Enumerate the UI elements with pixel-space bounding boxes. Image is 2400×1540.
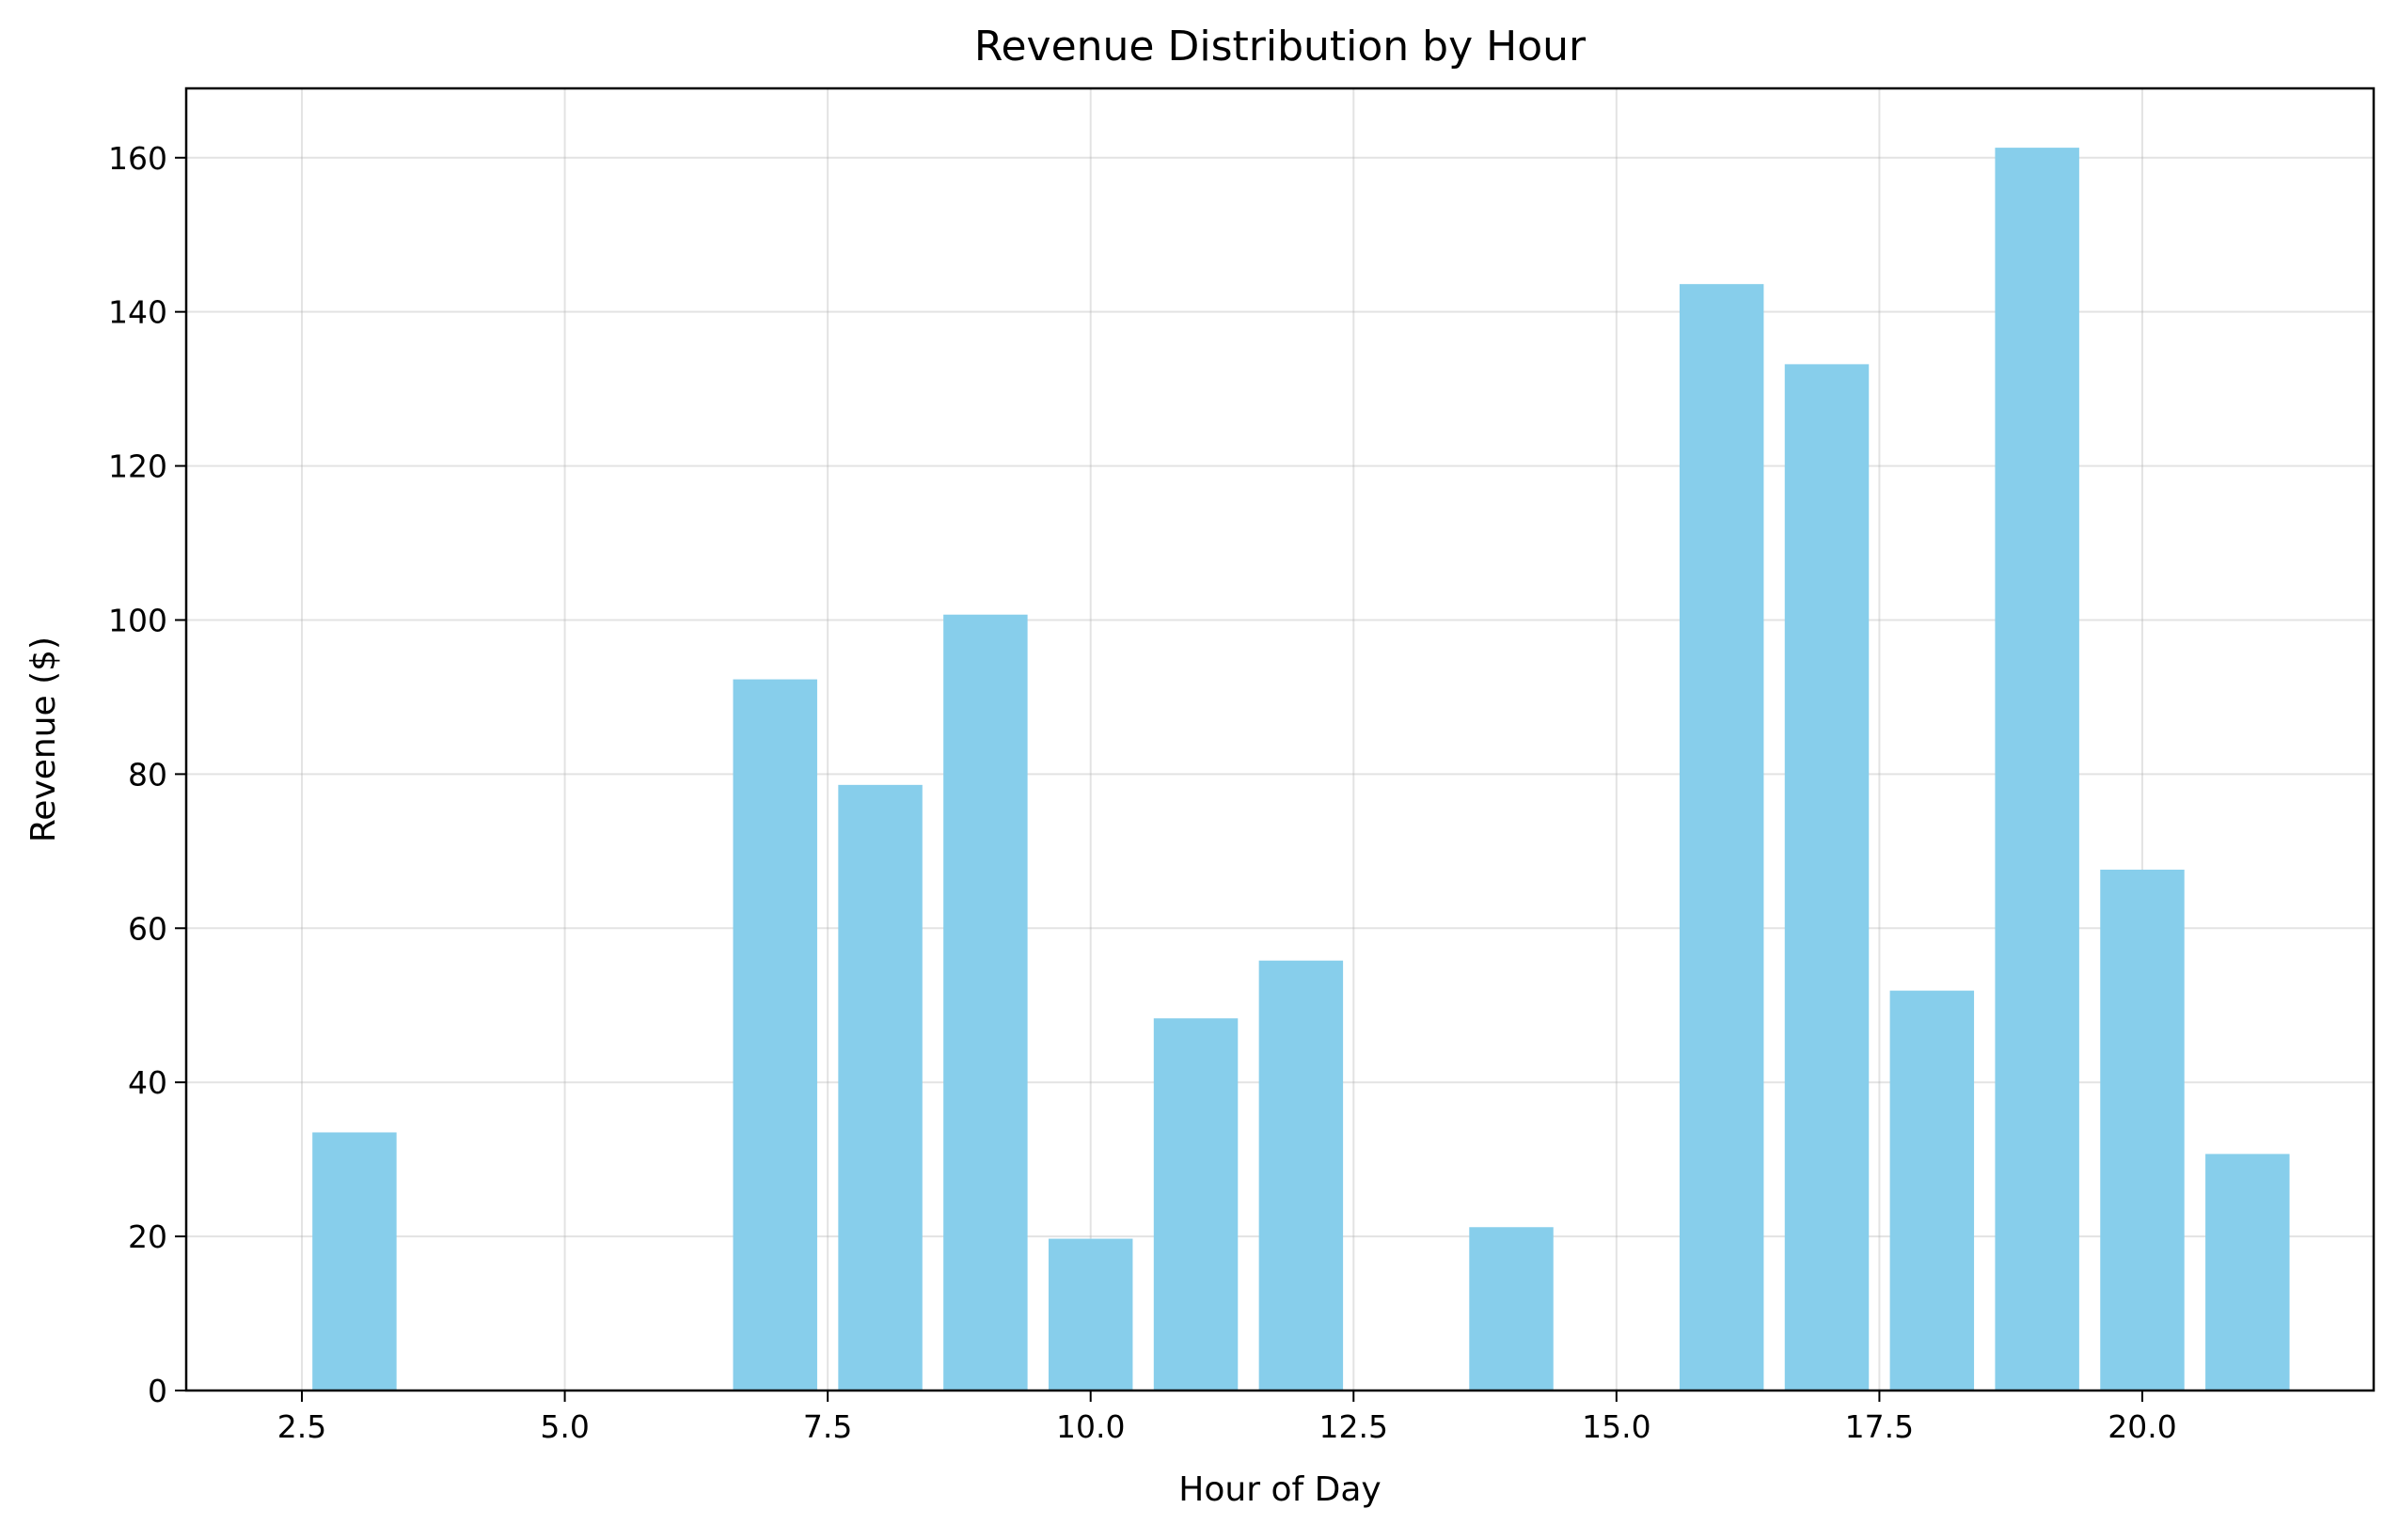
bar-hour-10 (1048, 1238, 1133, 1391)
x-axis-label: Hour of Day (1178, 1470, 1381, 1509)
x-tick-label: 7.5 (803, 1408, 852, 1445)
bar-hour-3 (312, 1132, 397, 1391)
x-tick-label: 15.0 (1582, 1408, 1650, 1445)
y-tick-label: 140 (108, 294, 167, 331)
x-tick-label: 5.0 (540, 1408, 589, 1445)
bar-hour-9 (943, 614, 1028, 1391)
x-axis-ticks: 2.5 5.0 7.5 10.0 12.5 15.0 17.5 20.0 (277, 1391, 2177, 1445)
x-tick-label: 2.5 (277, 1408, 326, 1445)
y-tick-label: 0 (148, 1373, 167, 1409)
bar-hour-8 (838, 784, 923, 1391)
bar-hour-17 (1784, 364, 1870, 1391)
bars (312, 148, 2290, 1391)
y-tick-label: 100 (108, 602, 167, 638)
bar-hour-14 (1469, 1227, 1554, 1391)
bar-hour-19 (1995, 148, 2079, 1391)
x-tick-label: 17.5 (1845, 1408, 1914, 1445)
y-axis-label: Revenue ($) (24, 636, 63, 842)
bar-hour-20 (2100, 870, 2185, 1391)
y-tick-label: 120 (108, 448, 167, 485)
y-axis-ticks: 0 20 40 60 80 100 120 140 160 (108, 140, 186, 1409)
bar-hour-16 (1679, 284, 1764, 1391)
y-tick-label: 20 (128, 1218, 167, 1255)
x-tick-label: 10.0 (1056, 1408, 1125, 1445)
y-tick-label: 60 (128, 910, 167, 947)
bar-hour-11 (1153, 1018, 1239, 1391)
x-tick-label: 12.5 (1319, 1408, 1388, 1445)
chart-title: Revenue Distribution by Hour (974, 23, 1587, 71)
axes-frame (184, 86, 2376, 1392)
y-tick-label: 160 (108, 140, 167, 177)
y-tick-label: 40 (128, 1064, 167, 1101)
x-tick-label: 20.0 (2108, 1408, 2176, 1445)
y-tick-label: 80 (128, 756, 167, 793)
bar-hour-7 (733, 679, 817, 1391)
bar-hour-12 (1258, 960, 1344, 1391)
bar-hour-18 (1889, 990, 1975, 1391)
bar-hour-21 (2205, 1154, 2290, 1391)
